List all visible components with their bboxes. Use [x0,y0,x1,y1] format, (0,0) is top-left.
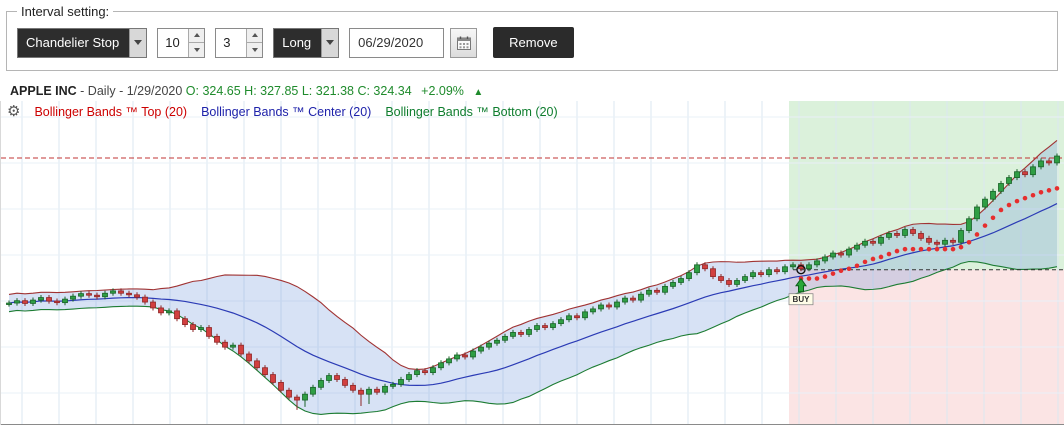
change-percent: +2.09% [421,84,464,98]
period-text: - Daily - 1/29/2020 [80,84,183,98]
legend-bb-top: Bollinger Bands ™ Top (20) [34,104,188,119]
date-input[interactable] [349,27,445,58]
ohlc-values: O: 324.65 H: 327.85 L: 321.38 C: 324.34 [185,84,412,98]
direction-select[interactable]: Long [273,27,340,58]
calendar-button[interactable] [450,27,478,58]
legend-bb-bottom: Bollinger Bands ™ Bottom (20) [385,104,558,119]
chart-wrap: BUY ⚙ Bollinger Bands ™ Top (20) Bolling… [0,101,1064,425]
interval-setting-legend: Interval setting: [21,4,110,19]
direction-select-value: Long [282,35,312,50]
multiplier-stepper [215,27,264,58]
symbol-name: APPLE INC [10,84,77,98]
price-chart[interactable]: BUY [1,101,1064,425]
chart-title: APPLE INC - Daily - 1/29/2020 O: 324.65 … [10,84,1064,98]
legend-bb-center: Bollinger Bands ™ Center (20) [201,104,372,119]
multiplier-spinner [246,28,263,57]
chevron-down-icon [321,28,339,57]
spin-down-icon[interactable] [247,42,263,57]
indicator-select[interactable]: Chandelier Stop [17,27,148,58]
period-stepper [157,27,206,58]
period-input[interactable] [158,28,189,57]
indicator-select-value: Chandelier Stop [26,35,120,50]
interval-setting-fieldset: Interval setting: Chandelier Stop [6,4,1058,71]
period-spinner [188,28,205,57]
gear-icon[interactable]: ⚙ [7,103,21,120]
multiplier-input[interactable] [216,28,247,57]
spin-down-icon[interactable] [189,42,205,57]
indicator-legend: ⚙ Bollinger Bands ™ Top (20) Bollinger B… [7,104,558,119]
spin-up-icon[interactable] [247,28,263,42]
remove-button[interactable]: Remove [493,27,574,58]
spin-up-icon[interactable] [189,28,205,42]
interval-controls: Chandelier Stop Long [17,27,1047,58]
chevron-down-icon [129,28,147,57]
calendar-icon [456,36,471,50]
up-arrow-icon: ▲ [473,87,484,98]
svg-text:BUY: BUY [793,295,811,304]
